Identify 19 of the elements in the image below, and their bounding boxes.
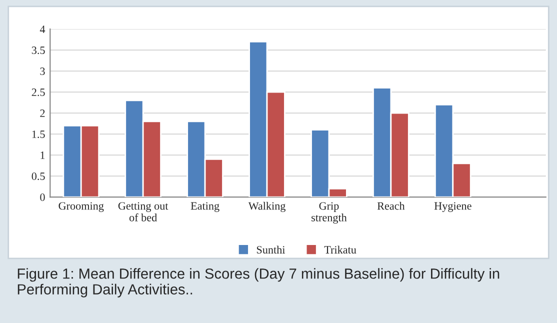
x-tick-label: Getting out of bed bbox=[118, 202, 168, 222]
y-tick-label: 4 bbox=[40, 26, 46, 33]
y-tick-label: 0.5 bbox=[32, 172, 45, 180]
y-tick-label: 0 bbox=[40, 193, 45, 201]
x-tick-label: Eating bbox=[190, 202, 220, 212]
y-tick-label: 3 bbox=[40, 68, 45, 76]
y-tick-label: 2 bbox=[40, 110, 45, 117]
legend-label: Sunthi bbox=[256, 246, 286, 254]
x-tick-label: Hygiene bbox=[434, 202, 472, 212]
x-tick-label: Walking bbox=[248, 202, 286, 212]
caption: Figure 1: Mean Difference in Scores (Day 7 minus Baseline) for Difficulty in Performing Daily Activities.. bbox=[18, 268, 500, 298]
y-tick-label: 1.5 bbox=[32, 130, 45, 138]
y-tick-label: 1 bbox=[40, 152, 45, 159]
x-tick-label: Grooming bbox=[58, 202, 104, 212]
x-tick-label: Reach bbox=[377, 202, 405, 210]
y-tick-label: 2.5 bbox=[32, 88, 45, 96]
legend-label: Trikatu bbox=[324, 246, 356, 254]
x-tick-label: Grip strength bbox=[312, 202, 347, 224]
y-tick-label: 3.5 bbox=[32, 46, 45, 54]
